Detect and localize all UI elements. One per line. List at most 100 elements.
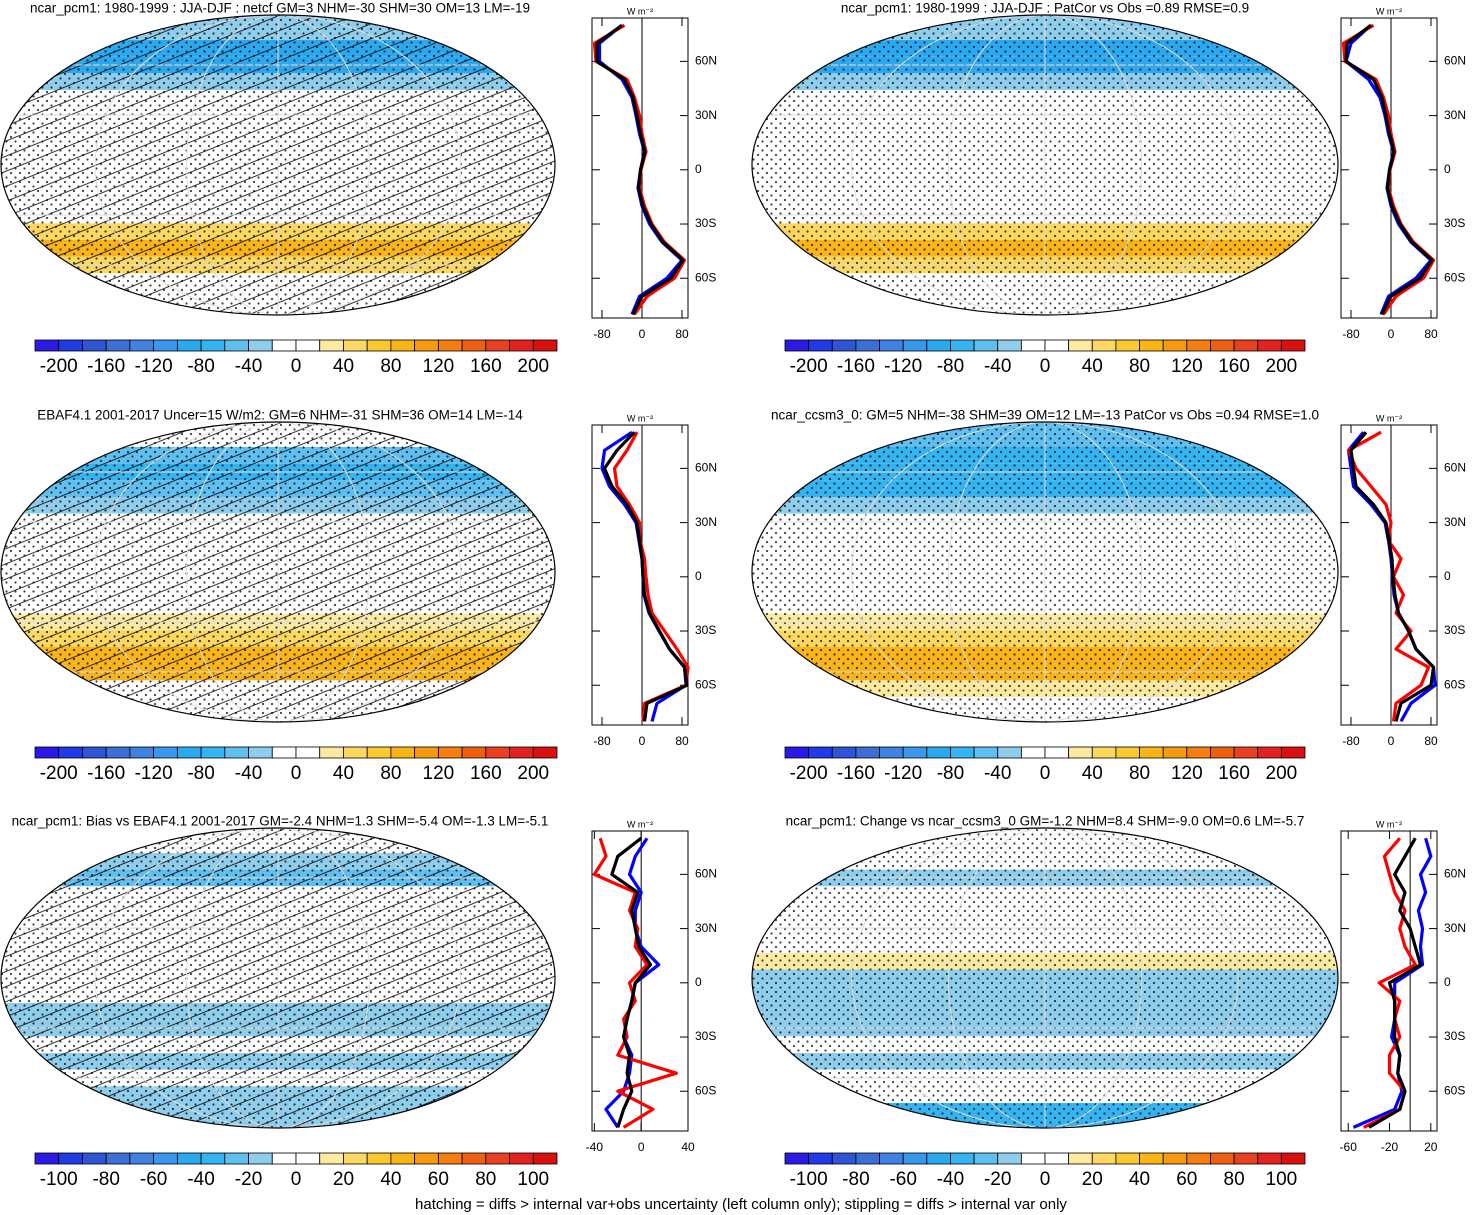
panel-title: ncar_ccsm3_0: GM=5 NHM=-38 SHM=39 OM=12 … xyxy=(771,408,1319,423)
y-tick-label: 60S xyxy=(695,270,716,284)
colorbar-box xyxy=(58,1152,83,1165)
colorbar-label: 60 xyxy=(1176,1169,1197,1190)
colorbar-box xyxy=(950,746,975,759)
colorbar-label: 120 xyxy=(423,356,455,377)
graticule-meridian xyxy=(186,422,370,722)
map xyxy=(1,422,555,722)
colorbar-box xyxy=(1186,1152,1211,1165)
profile-frame xyxy=(1340,830,1438,1132)
colorbar-box xyxy=(1068,339,1093,352)
colorbar-box xyxy=(1139,339,1164,352)
colorbar-box xyxy=(784,1152,810,1165)
colorbar-box xyxy=(1233,339,1259,352)
colorbar-label: 40 xyxy=(1129,1169,1150,1190)
map-border xyxy=(0,14,556,316)
colorbar-box xyxy=(532,339,558,352)
graticule-meridian xyxy=(851,15,1239,315)
colorbar-box xyxy=(950,1152,975,1165)
colorbar-box xyxy=(509,746,534,759)
colorbar-box xyxy=(34,1152,60,1165)
colorbar-box xyxy=(1210,339,1235,352)
colorbar-box xyxy=(532,746,558,759)
units-label: W m⁻² xyxy=(627,413,653,423)
colorbar-box xyxy=(1233,1152,1259,1165)
y-tick-label: 30N xyxy=(695,108,717,122)
colorbar-label: 20 xyxy=(333,1169,354,1190)
colorbar-box xyxy=(437,746,463,759)
colorbar-box xyxy=(105,339,131,352)
colorbar-box xyxy=(509,339,534,352)
colorbar-box xyxy=(926,1152,951,1165)
panel-title: ncar_pcm1: Change vs ncar_ccsm3_0 GM=-1.… xyxy=(786,814,1305,829)
colorbar-label: -40 xyxy=(937,1169,964,1190)
colorbar-box xyxy=(902,1152,928,1165)
units-label: W m⁻² xyxy=(627,6,653,16)
colorbar-label: -120 xyxy=(884,356,922,377)
panel-title: EBAF4.1 2001-2017 Uncer=15 W/m2: GM=6 NH… xyxy=(37,408,523,423)
x-tick-label: 0 xyxy=(1388,327,1395,341)
colorbar-label: 160 xyxy=(1218,356,1250,377)
graticule-meridian xyxy=(186,828,370,1128)
x-tick-label: -20 xyxy=(1381,1140,1399,1154)
colorbar-box xyxy=(1280,339,1306,352)
colorbar-box xyxy=(950,339,975,352)
colorbar-box xyxy=(1020,1152,1046,1165)
colorbar-box xyxy=(295,1152,321,1165)
y-tick-label: 30S xyxy=(695,1029,716,1043)
y-tick-label: 60S xyxy=(1444,270,1465,284)
colorbar-label: 0 xyxy=(291,356,302,377)
colorbar-label: 100 xyxy=(517,1169,549,1190)
panel-title: ncar_pcm1: 1980-1999 : JJA-DJF : PatCor … xyxy=(841,1,1249,16)
graticule-meridian xyxy=(186,15,370,315)
colorbar-box xyxy=(105,1152,131,1165)
profile-line xyxy=(602,431,689,722)
colorbar-box xyxy=(153,339,178,352)
colorbar-label: -100 xyxy=(790,1169,828,1190)
profile-line xyxy=(1368,837,1423,1129)
colorbar-label: -120 xyxy=(135,763,173,784)
panel-title: ncar_pcm1: Bias vs EBAF4.1 2001-2017 GM=… xyxy=(12,814,549,829)
colorbar-label: -200 xyxy=(40,763,78,784)
colorbar-box xyxy=(153,1152,178,1165)
profile-lines xyxy=(1346,430,1437,723)
units-label: W m⁻² xyxy=(1376,819,1402,829)
colorbar-label: 200 xyxy=(517,356,549,377)
x-tick-label: -80 xyxy=(1342,327,1360,341)
colorbar-box xyxy=(831,1152,857,1165)
colorbar-box xyxy=(1044,746,1070,759)
map xyxy=(752,15,1338,315)
colorbar-box xyxy=(926,746,951,759)
colorbar-box xyxy=(532,1152,558,1165)
colorbar-box xyxy=(1115,746,1140,759)
y-tick-label: 0 xyxy=(1444,162,1451,176)
profile-line xyxy=(1349,431,1436,722)
y-tick-label: 30N xyxy=(695,515,717,529)
colorbar-box xyxy=(366,339,392,352)
colorbar-label: -40 xyxy=(235,356,262,377)
map-border xyxy=(0,827,556,1129)
colorbar-box xyxy=(485,339,510,352)
colorbar-box xyxy=(343,339,368,352)
colorbar-box xyxy=(808,1152,833,1165)
graticule-meridian xyxy=(947,422,1143,722)
graticule-meridian xyxy=(851,828,1239,1128)
profile-line xyxy=(1362,837,1417,1129)
map-border xyxy=(751,421,1339,723)
colorbar-box xyxy=(224,1152,249,1165)
profile-lines xyxy=(1352,837,1433,1129)
profile-lines xyxy=(600,430,690,722)
colorbar-box xyxy=(831,339,857,352)
colorbar-label: -200 xyxy=(790,356,828,377)
colorbar-box xyxy=(295,339,321,352)
colorbar-label: -200 xyxy=(40,356,78,377)
colorbar-label: 200 xyxy=(1266,356,1298,377)
y-tick-label: 60N xyxy=(1444,54,1466,68)
profile-lines xyxy=(1341,23,1436,316)
colorbar-box xyxy=(248,746,273,759)
colorbar-box xyxy=(855,746,880,759)
colorbar-label: -60 xyxy=(889,1169,916,1190)
colorbar-label: -200 xyxy=(790,763,828,784)
colorbar-box xyxy=(1115,1152,1140,1165)
colorbar-box xyxy=(1162,1152,1188,1165)
colorbar-box xyxy=(831,746,857,759)
